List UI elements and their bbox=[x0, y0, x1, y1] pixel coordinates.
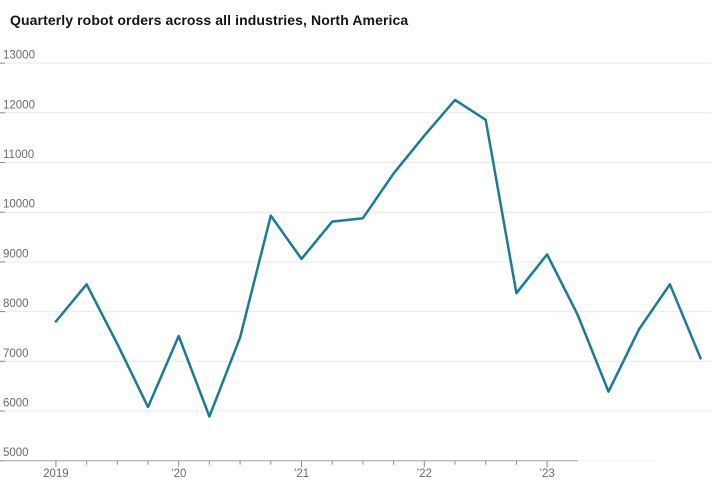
y-axis-tick-label: 9000 bbox=[3, 248, 29, 260]
x-axis-tick-label: ’22 bbox=[417, 468, 432, 480]
y-axis-tick-label: 12000 bbox=[3, 99, 35, 111]
x-axis-tick-label: ’20 bbox=[171, 468, 186, 480]
y-axis-tick-label: 13000 bbox=[3, 50, 35, 62]
chart-title: Quarterly robot orders across all indust… bbox=[10, 12, 409, 28]
y-axis-tick-label: 11000 bbox=[3, 149, 34, 161]
y-axis-tick-label: 6000 bbox=[3, 398, 29, 410]
y-axis-tick-label: 10000 bbox=[3, 199, 35, 211]
y-axis-tick-label: 7000 bbox=[3, 348, 29, 360]
data-series-line bbox=[54, 98, 702, 418]
y-axis-tick-label: 8000 bbox=[3, 298, 29, 310]
y-axis-tick-label: 5000 bbox=[3, 447, 29, 459]
x-axis-tick-label: ’23 bbox=[539, 468, 554, 480]
x-axis-tick-label: 2019 bbox=[43, 468, 69, 480]
x-axis-tick-label: ’21 bbox=[294, 468, 309, 480]
